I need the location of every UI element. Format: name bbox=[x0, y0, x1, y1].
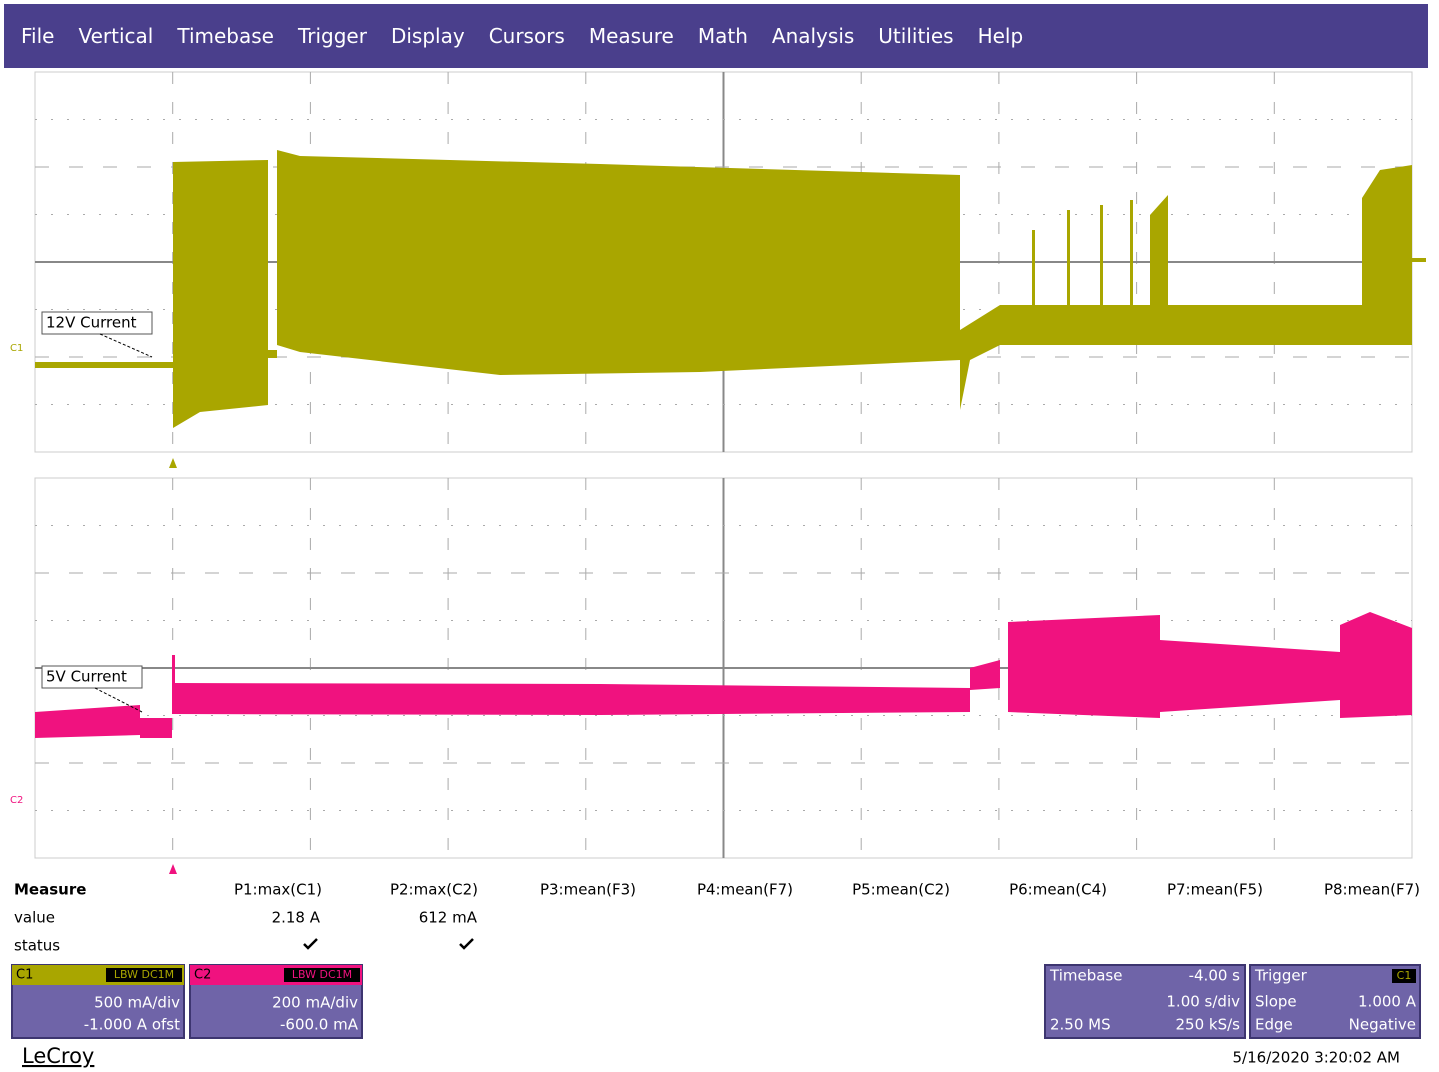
trigger-title: Trigger bbox=[1254, 967, 1308, 985]
label-box bbox=[41, 311, 153, 335]
timebase-delay: -4.00 s bbox=[1189, 967, 1241, 985]
label-box bbox=[41, 665, 143, 689]
channel-tag: LBW DC1M bbox=[292, 968, 352, 981]
channel-tag: LBW DC1M bbox=[114, 968, 174, 981]
waveform bbox=[35, 362, 173, 368]
leader bbox=[99, 333, 153, 358]
trace-c2 bbox=[35, 612, 1412, 874]
measure-header: P6:mean(C4) bbox=[1009, 881, 1107, 899]
measure-header: P2:max(C2) bbox=[390, 881, 478, 899]
menu-item[interactable]: Trigger bbox=[297, 24, 367, 48]
menu-item[interactable]: Timebase bbox=[177, 24, 274, 48]
measure-header: P1:max(C1) bbox=[234, 881, 322, 899]
channel-offset: -600.0 mA bbox=[280, 1016, 359, 1034]
timebase-box[interactable] bbox=[1044, 964, 1246, 1039]
waveform bbox=[960, 305, 1000, 410]
measure-header: P8:mean(F7) bbox=[1324, 881, 1420, 899]
brand: LeCroy bbox=[22, 1044, 94, 1068]
timebase-scale: 1.00 s/div bbox=[1166, 993, 1240, 1011]
status-check bbox=[459, 938, 474, 950]
waveform bbox=[1362, 165, 1412, 340]
menu-item[interactable]: Measure bbox=[588, 24, 674, 48]
status-check bbox=[303, 938, 318, 950]
trace-c1 bbox=[35, 150, 1426, 468]
channel-scale: 200 mA/div bbox=[272, 994, 358, 1012]
measure-header: P5:mean(C2) bbox=[852, 881, 950, 899]
menu-item[interactable]: Analysis bbox=[771, 24, 855, 48]
row-label: value bbox=[14, 909, 55, 927]
measure-header: P4:mean(F7) bbox=[697, 881, 793, 899]
waveform bbox=[1067, 210, 1070, 310]
measure-value: 612 mA bbox=[419, 909, 478, 927]
measure-header: P7:mean(F5) bbox=[1167, 881, 1263, 899]
timestamp: 5/16/2020 3:20:02 AM bbox=[1233, 1049, 1400, 1067]
trigger-slope-label: Slope bbox=[1255, 993, 1297, 1011]
tag-bg bbox=[106, 968, 182, 982]
channel-name: C1 bbox=[16, 968, 33, 983]
trigger-channel: C1 bbox=[1397, 969, 1412, 982]
trigger-box[interactable] bbox=[1249, 964, 1421, 1039]
waveform bbox=[35, 705, 140, 738]
waveform bbox=[1160, 640, 1340, 712]
waveform bbox=[1130, 200, 1133, 310]
channel-marker: C2 bbox=[10, 795, 23, 806]
leader bbox=[94, 687, 143, 713]
trigger-marker bbox=[169, 864, 177, 874]
trigger-slope: Negative bbox=[1349, 1016, 1416, 1034]
measure-table: Measure value status 2.18 A 612 mA P1:ma… bbox=[14, 881, 1420, 955]
menu-item[interactable]: Utilities bbox=[878, 24, 954, 48]
menu-bar: File Vertical Timebase Trigger Display C… bbox=[4, 4, 1428, 68]
tag-bg bbox=[1392, 969, 1416, 983]
tag-bg bbox=[284, 968, 360, 982]
menu-item[interactable]: Math bbox=[697, 24, 748, 48]
waveform bbox=[1000, 305, 1412, 345]
waveform bbox=[140, 718, 172, 738]
channel-offset: -1.000 A ofst bbox=[84, 1016, 180, 1034]
waveform bbox=[277, 150, 960, 375]
trigger-type: Edge bbox=[1255, 1016, 1293, 1034]
waveform bbox=[1340, 612, 1412, 718]
timebase-samples: 2.50 MS bbox=[1050, 1016, 1111, 1034]
timebase-rate: 250 kS/s bbox=[1176, 1016, 1241, 1034]
trace-label: 12V Current bbox=[46, 314, 137, 332]
waveform bbox=[172, 655, 175, 685]
menu-item[interactable]: Cursors bbox=[488, 24, 565, 48]
trigger-marker bbox=[169, 458, 177, 468]
channel-name: C2 bbox=[194, 968, 211, 983]
channel-scale: 500 mA/div bbox=[94, 994, 180, 1012]
measure-value: 2.18 A bbox=[272, 909, 321, 927]
menu-item[interactable]: Display bbox=[390, 24, 465, 48]
timebase-title: Timebase bbox=[1049, 967, 1122, 985]
waveform bbox=[1100, 205, 1103, 310]
marker bbox=[1412, 258, 1426, 262]
waveform bbox=[1150, 195, 1168, 310]
trace-label: 5V Current bbox=[46, 668, 127, 686]
waveform bbox=[1032, 230, 1035, 310]
waveform bbox=[172, 683, 970, 715]
trigger-level: 1.000 A bbox=[1358, 993, 1417, 1011]
measure-header: Measure bbox=[14, 881, 86, 899]
menu-item[interactable]: File bbox=[21, 24, 55, 48]
row-label: status bbox=[14, 937, 60, 955]
waveform bbox=[173, 160, 268, 428]
menu-item[interactable]: Help bbox=[977, 24, 1024, 48]
measure-header: P3:mean(F3) bbox=[540, 881, 636, 899]
waveform bbox=[268, 350, 277, 358]
waveform bbox=[1008, 615, 1160, 718]
waveform bbox=[970, 660, 1000, 690]
channel-marker: C1 bbox=[10, 343, 23, 354]
menu-item[interactable]: Vertical bbox=[78, 24, 154, 48]
